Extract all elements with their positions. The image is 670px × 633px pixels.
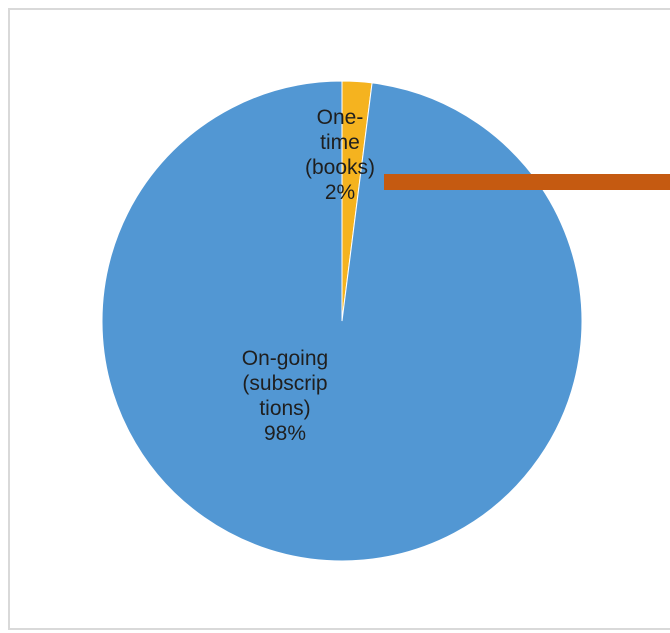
label-line: (subscrip [210, 371, 360, 396]
label-line: 98% [210, 421, 360, 446]
annotation-arrow [384, 174, 670, 190]
slice-label-one-time: One- time (books) 2% [290, 105, 390, 205]
label-line: tions) [210, 396, 360, 421]
slice-label-on-going: On-going (subscrip tions) 98% [210, 346, 360, 446]
label-line: One- [290, 105, 390, 130]
label-line: 2% [290, 180, 390, 205]
label-line: On-going [210, 346, 360, 371]
label-line: time [290, 130, 390, 155]
label-line: (books) [290, 155, 390, 180]
